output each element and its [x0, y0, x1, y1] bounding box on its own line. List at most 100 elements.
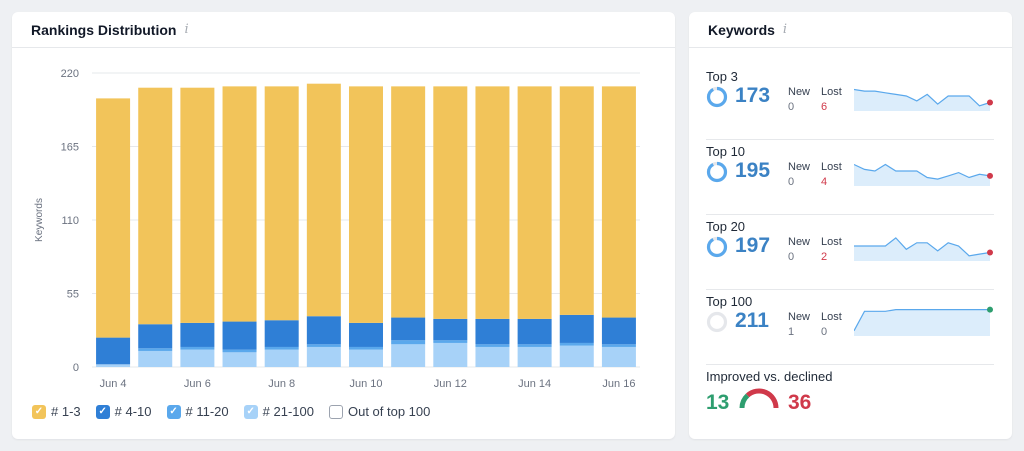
keywords-title: Keywords	[708, 21, 775, 38]
new-label: New	[788, 311, 811, 323]
sparkline-chart	[854, 163, 993, 186]
x-tick-label: Jun 14	[518, 378, 551, 390]
legend-label: Out of top 100	[347, 404, 431, 419]
keyword-section-label: Top 100	[706, 294, 753, 309]
bar-segment-11-20	[559, 342, 594, 346]
bar-segment-11-20	[306, 344, 341, 347]
sparkline-line	[854, 88, 991, 107]
bar-segment-4-10	[517, 318, 552, 345]
sparkline-chart	[854, 237, 993, 261]
keywords-card: Keywords i Top 3 173 New 0 Lost 6 Top 10 195 New…	[689, 12, 1012, 439]
lost-label: Lost	[821, 161, 842, 173]
progress-ring-icon	[706, 236, 728, 258]
x-tick-label: Jun 4	[100, 378, 127, 390]
x-tick-label: Jun 10	[349, 378, 382, 390]
keyword-section-top-3[interactable]: Top 3 173 New 0 Lost 6	[706, 69, 994, 145]
bar-segment-21-100	[180, 349, 215, 367]
keyword-section-label: Top 3	[706, 69, 738, 84]
bar-segment-1-3	[138, 87, 173, 325]
bar-segment-11-20	[517, 344, 552, 347]
bar-segment-11-20	[391, 340, 426, 345]
gauge-icon	[739, 388, 779, 409]
bar-segment-11-20	[264, 346, 299, 350]
lost-label: Lost	[821, 86, 842, 98]
y-tick-label: 110	[61, 215, 79, 227]
sparkline-line	[854, 163, 991, 180]
improved-count: 13	[706, 391, 730, 414]
keyword-section-top-20[interactable]: Top 20 197 New 0 Lost 2	[706, 219, 994, 295]
bar-segment-21-100	[559, 345, 594, 367]
bar-segment-1-3	[433, 86, 468, 319]
sparkline-chart	[854, 88, 993, 111]
bar-segment-1-3	[475, 86, 510, 319]
bar-segment-1-3	[180, 87, 215, 323]
checkbox-icon[interactable]: ✓	[32, 404, 46, 419]
sparkline-end-point	[987, 306, 993, 313]
new-value: 0	[788, 251, 795, 263]
bar-segment-1-3	[264, 86, 299, 321]
bar-segment-11-20	[180, 346, 215, 350]
rankings-title: Rankings Distribution	[31, 21, 177, 38]
y-axis-label: Keywords	[34, 198, 45, 242]
sparkline-line	[854, 237, 991, 257]
new-value: 1	[788, 326, 795, 338]
section-divider	[706, 289, 994, 290]
x-tick-label: Jun 12	[434, 378, 467, 390]
bar-segment-1-3	[559, 86, 594, 315]
legend-item-11-20[interactable]: ✓ # 11-20	[166, 404, 229, 419]
new-label: New	[788, 86, 811, 98]
sparkline-area	[854, 237, 990, 261]
bar-segment-1-3	[391, 86, 426, 318]
keyword-count[interactable]: 211	[735, 309, 769, 332]
keyword-count[interactable]: 173	[735, 84, 771, 107]
rankings-bar-chart: 0 55 110 165 220 Keywords Jun 4 Jun 6 Jun 8 Jun 1…	[34, 68, 640, 390]
new-value: 0	[788, 101, 795, 113]
info-icon[interactable]: i	[782, 22, 788, 37]
keyword-section-top-100[interactable]: Top 100 211 New 1 Lost 0	[706, 294, 994, 370]
bar-segment-1-3	[96, 98, 131, 338]
bar-segment-21-100	[96, 364, 131, 367]
keyword-section-label: Top 10	[706, 144, 746, 159]
bar-segment-21-100	[264, 349, 299, 367]
y-tick-label: 220	[61, 68, 79, 80]
new-label: New	[788, 161, 811, 173]
new-label: New	[788, 236, 811, 248]
bar-segment-4-10	[306, 316, 341, 345]
legend-item-21-100[interactable]: ✓ # 21-100	[243, 404, 314, 419]
sparkline-chart	[854, 306, 993, 336]
bar-segment-21-100	[222, 352, 257, 367]
checkbox-icon[interactable]: ✓	[243, 404, 258, 419]
legend-label: # 1-3	[51, 404, 81, 419]
bar-segment-4-10	[180, 322, 215, 347]
lost-value: 6	[821, 101, 828, 113]
legend-label: # 21-100	[262, 404, 314, 419]
info-icon[interactable]: i	[184, 22, 189, 37]
legend-label: # 4-10	[114, 404, 152, 419]
progress-ring-icon	[706, 311, 728, 333]
sparkline-area	[854, 309, 990, 336]
keyword-count[interactable]: 195	[735, 159, 771, 182]
x-tick-label: Jun 6	[184, 378, 211, 390]
new-value: 0	[788, 176, 795, 188]
keyword-section-top-10[interactable]: Top 10 195 New 0 Lost 4	[706, 144, 994, 220]
bar-segment-21-100	[391, 344, 426, 367]
legend-item-4-10[interactable]: ✓ # 4-10	[95, 404, 152, 419]
lost-value: 2	[821, 251, 828, 263]
lost-label: Lost	[821, 311, 842, 323]
checkbox-icon[interactable]: ✓	[95, 404, 110, 419]
progress-ring-icon	[706, 86, 728, 108]
checkbox-icon[interactable]	[328, 404, 343, 419]
section-divider	[706, 364, 994, 365]
x-tick-label: Jun 16	[602, 378, 635, 390]
bar-segment-11-20	[349, 346, 383, 350]
sparkline-end-point	[987, 249, 993, 256]
legend-item-out-of-top-100[interactable]: Out of top 100	[328, 404, 431, 419]
legend-item-1-3[interactable]: ✓ # 1-3	[32, 404, 81, 419]
bar-segment-11-20	[433, 340, 468, 343]
checkbox-icon[interactable]: ✓	[166, 404, 181, 419]
keyword-count[interactable]: 197	[735, 234, 771, 257]
bar-segment-11-20	[138, 348, 173, 351]
bar-segment-4-10	[222, 321, 257, 350]
sparkline-area	[854, 164, 990, 186]
progress-ring-icon	[706, 161, 728, 183]
